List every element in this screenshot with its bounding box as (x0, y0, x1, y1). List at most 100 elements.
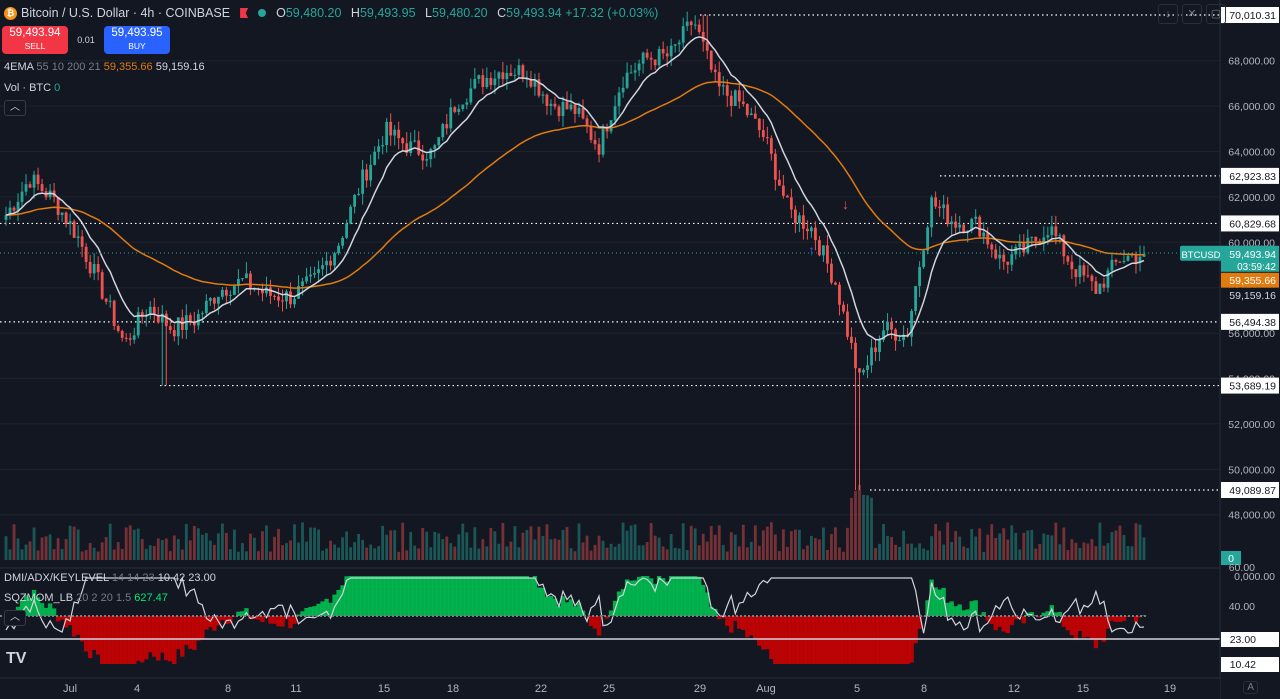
volume-bar (785, 546, 789, 560)
candle-body (801, 215, 805, 229)
volume-bar (204, 533, 208, 560)
momentum-bar (817, 616, 822, 664)
candle-body (1074, 269, 1078, 278)
candle-body (124, 337, 128, 339)
volume-bar (777, 551, 781, 560)
candle-body (918, 267, 922, 287)
volume-bar (60, 549, 64, 560)
volume-bar (1118, 525, 1122, 560)
momentum-bar (765, 616, 770, 650)
time-axis-labels: Jul 4 8 11 15 18 22 25 29 Aug 5 8 12 15 19 (63, 683, 1176, 695)
candle-body (677, 42, 681, 45)
volume-bar (92, 547, 96, 560)
volume-bar (830, 534, 833, 560)
momentum-bar (484, 576, 490, 616)
momentum-bar (412, 576, 417, 616)
momentum-bar (75, 616, 81, 635)
candle-body (188, 315, 192, 323)
dmi-legend[interactable]: DMI/ADX/KEYLEVEL 14 14 23 10.42 23.00 (4, 572, 216, 584)
volume-bar (261, 531, 264, 560)
level-badge-label: 53,689.19 (1229, 381, 1276, 393)
volume-bar (645, 542, 649, 560)
momentum-bar (560, 596, 566, 616)
momentum-bar (845, 616, 850, 664)
momentum-bar (1073, 616, 1079, 641)
auto-scale-button[interactable]: A (1243, 681, 1258, 694)
volume-bar (617, 543, 621, 560)
ema-legend[interactable]: 4EMA 55 10 200 21 59,355.66 59,159.16 (4, 61, 205, 73)
candle-body (1006, 261, 1010, 265)
volume-bar (1130, 546, 1134, 560)
sell-button[interactable]: 59,493.94 SELL (2, 26, 68, 54)
volume-bar (477, 548, 481, 560)
level-badge-label: 56,494.38 (1229, 317, 1276, 329)
candle-body (160, 313, 164, 323)
momentum-bar (737, 616, 742, 629)
volume-bar (389, 530, 393, 560)
candle-body (874, 347, 877, 353)
momentum-bar (913, 616, 918, 644)
collapse-legend-button[interactable]: ︿ (4, 100, 26, 116)
collapse-indicator-button[interactable]: ︿ (4, 610, 26, 626)
momentum-bar (725, 616, 730, 626)
volume-bar (1042, 533, 1046, 560)
momentum-bar (588, 616, 594, 626)
candle-body (830, 263, 833, 283)
buy-button[interactable]: 59,493.95 BUY (104, 26, 170, 54)
momentum-bar (668, 576, 674, 616)
candle-body (128, 338, 132, 340)
volume-bar (781, 529, 785, 560)
volume-bar (337, 547, 340, 560)
momentum-bar (1041, 612, 1047, 616)
volume-bar (569, 548, 573, 560)
candle-body (321, 265, 324, 270)
momentum-bar (697, 576, 702, 616)
candle-body (685, 21, 689, 27)
momentum-bar (492, 576, 498, 616)
momentum-bar (829, 616, 834, 664)
momentum-bar (324, 598, 329, 616)
candle-body (353, 194, 357, 207)
candle-body (1122, 260, 1126, 263)
candle-body (681, 26, 685, 43)
momentum-bar (989, 616, 994, 625)
volume-bar (1086, 543, 1090, 560)
candle-body (168, 326, 172, 331)
candle-body (761, 130, 765, 138)
ema-badge-label: 59,355.66 (1229, 275, 1276, 287)
arrow-down-icon[interactable]: ↓ (1158, 4, 1178, 24)
momentum-bar (544, 596, 550, 616)
sqzmom-legend[interactable]: SQZMOM_LB 20 2 20 1.5 627.47 (4, 592, 168, 604)
maximize-icon[interactable]: ▢ (1206, 4, 1226, 24)
momentum-bar (1081, 616, 1087, 638)
momentum-bar (1013, 616, 1018, 620)
time-tick: Aug (756, 683, 776, 695)
momentum-bar (897, 616, 902, 664)
momentum-bar (957, 604, 962, 616)
volume-bar (20, 549, 24, 560)
volume-bar (749, 541, 753, 560)
volume-bar (501, 522, 505, 560)
momentum-bar (789, 616, 794, 664)
momentum-bar (128, 616, 133, 664)
volume-legend[interactable]: Vol · BTC 0 (4, 82, 61, 94)
momentum-bar (344, 576, 349, 616)
candle-body (838, 284, 841, 305)
time-tick: 25 (603, 683, 615, 695)
volume-bar (613, 546, 617, 560)
symbol-title[interactable]: Bitcoin / U.S. Dollar · 4h · COINBASE (21, 6, 231, 20)
candle-body (192, 322, 196, 326)
volume-bar (192, 525, 196, 560)
tradingview-logo[interactable]: TV (6, 650, 27, 667)
momentum-bar (388, 576, 393, 616)
momentum-bar (528, 578, 534, 616)
candle-body (697, 24, 701, 32)
candle-body (862, 369, 865, 373)
close-icon[interactable]: ✕ (1182, 4, 1202, 24)
candle-body (116, 326, 120, 331)
flag-icon[interactable] (240, 8, 249, 18)
time-tick: 8 (225, 683, 231, 695)
candle-body (902, 334, 905, 341)
momentum-bar (869, 616, 874, 664)
